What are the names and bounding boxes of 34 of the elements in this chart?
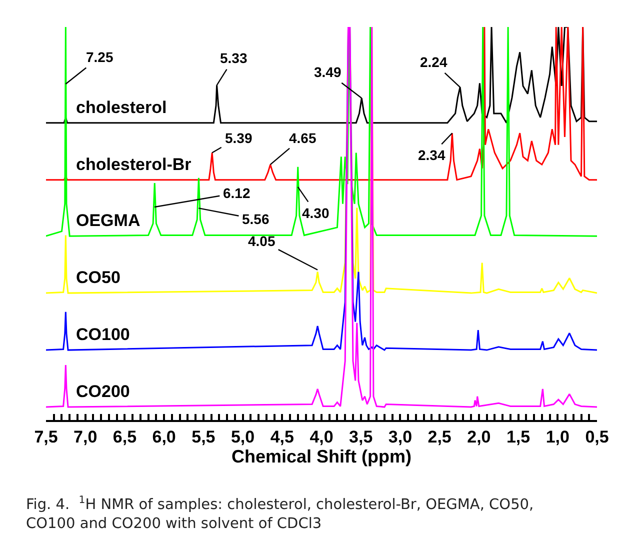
annotation: 3.49 [314,64,342,80]
x-tick-label: 2,5 [428,427,452,446]
x-tick-label: 2,0 [467,427,491,446]
x-tick-label: 7,5 [34,427,58,446]
series-label: OEGMA [76,211,140,230]
x-tick-label: 6,5 [112,427,137,446]
x-tick-label: 1,5 [506,427,530,446]
x-tick-label: 5,5 [192,427,216,446]
x-tick-label: 4,0 [310,427,334,446]
annotation: 5.39 [225,130,252,146]
caption: Fig. 4. $^{1}$H NMR of samples: cholesterol, cholesterol-Br, OEGMA, CO50, CO100 and CO200 with solvent of CDCl3 [26,495,534,532]
x-tick-label: 4,5 [270,427,294,446]
annotation: 2.34 [418,147,446,163]
x-tick-label: 6,0 [152,427,176,446]
x-tick-label: 7,0 [74,427,98,446]
series-label: CO100 [76,325,130,344]
series-label: CO200 [76,382,130,401]
x-tick-label: 0,5 [585,427,609,446]
x-tick-label: 1,0 [546,427,570,446]
annotation: 6.12 [223,185,250,201]
annotation: 4.65 [289,130,316,146]
annotation: 2.24 [420,54,448,70]
annotation: 7.25 [86,49,114,65]
legend-label: cholesterol [76,98,167,117]
x-tick-label: 3,0 [388,427,412,446]
series-label: CO50 [76,268,120,287]
series-label: cholesterol-Br [76,155,192,174]
x-tick-label: 5,0 [230,427,255,446]
annotation: 5.56 [242,211,270,227]
x-axis-title: Chemical Shift (ppm) [231,446,412,466]
x-tick-label: 3,5 [349,427,373,446]
annotation: 5.33 [220,50,248,66]
annotation: 4.05 [248,233,276,249]
annotation: 4.30 [302,205,330,221]
